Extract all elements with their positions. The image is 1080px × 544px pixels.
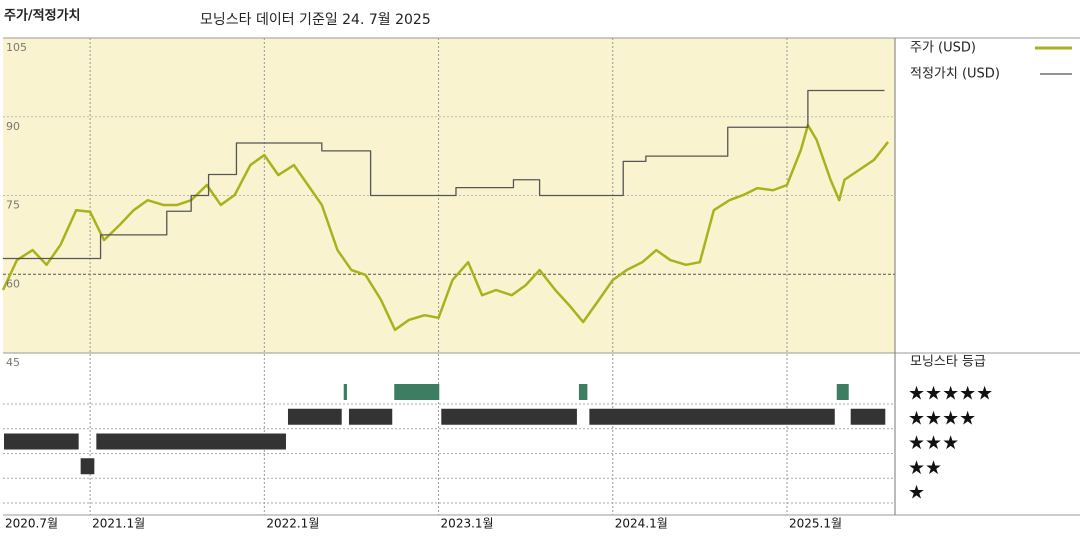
- rating-label: ★★: [908, 457, 942, 479]
- price-line: [1, 123, 890, 332]
- legend-label: 적정가치 (USD): [910, 67, 1000, 82]
- y-tick-label: 105: [6, 41, 27, 54]
- rating-bar: [80, 458, 95, 475]
- rating-bar: [343, 384, 347, 400]
- fair-value-line: [3, 89, 885, 260]
- x-tick-label: 2025.1월: [789, 517, 842, 531]
- x-tick-label: 2020.7월: [5, 517, 58, 531]
- x-tick-label: 2021.1월: [92, 517, 145, 531]
- rating-bar: [441, 408, 577, 425]
- x-tick-label: 2023.1월: [441, 517, 494, 531]
- chart-title: 주가/적정가치: [4, 8, 81, 24]
- rating-bar: [4, 433, 79, 450]
- x-tick-label: 2022.1월: [266, 517, 319, 531]
- rating-label: ★★★★: [908, 407, 976, 429]
- y-tick-label: 90: [6, 120, 20, 133]
- rating-bar: [578, 384, 588, 400]
- rating-label: ★: [908, 482, 925, 504]
- rating-bar: [96, 433, 286, 450]
- chart-subtitle: 모닝스타 데이터 기준일 24. 7월 2025: [200, 12, 431, 28]
- rating-label: ★★★: [908, 432, 959, 454]
- rating-bar: [850, 408, 886, 425]
- y-tick-label: 45: [6, 356, 20, 369]
- rating-bar: [589, 408, 835, 425]
- rating-bar: [836, 384, 849, 400]
- rating-bar: [287, 408, 342, 425]
- rating-bar: [394, 384, 440, 400]
- rating-title: 모닝스타 등급: [910, 355, 986, 370]
- x-tick-label: 2024.1월: [615, 517, 668, 531]
- legend-label: 주가 (USD): [910, 41, 976, 56]
- rating-bar: [348, 408, 393, 425]
- y-tick-label: 75: [6, 199, 20, 212]
- y-tick-label: 60: [6, 277, 20, 290]
- marks: [1, 89, 890, 475]
- rating-label: ★★★★★: [908, 383, 993, 405]
